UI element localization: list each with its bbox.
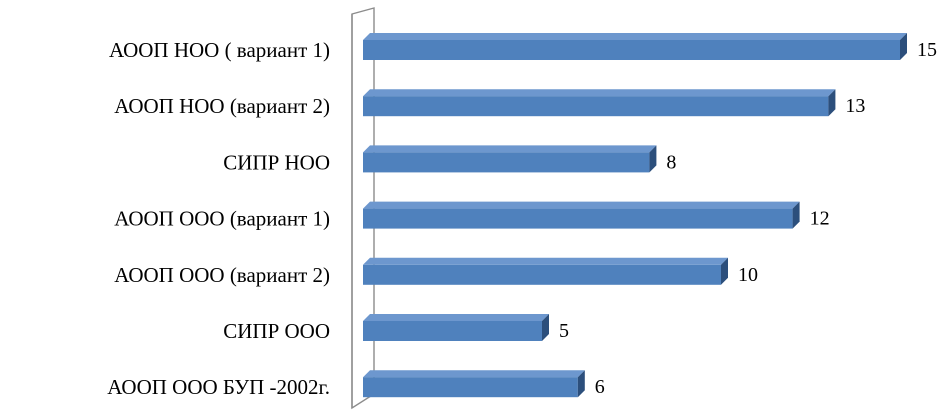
- category-label: АООП НОО ( вариант 1): [109, 38, 330, 62]
- bar: [363, 201, 800, 229]
- bar-top-face: [363, 145, 657, 153]
- category-label: СИПР ООО: [223, 319, 330, 343]
- bar-side-face: [649, 145, 657, 173]
- bar-top-face: [363, 201, 800, 209]
- category-label: АООП ООО (вариант 1): [114, 207, 330, 231]
- bar-top-face: [363, 257, 728, 265]
- value-label: 13: [845, 95, 865, 117]
- bar: [363, 89, 836, 117]
- bar: [363, 314, 549, 341]
- value-label: 8: [666, 151, 676, 173]
- bar-side-face: [721, 257, 728, 285]
- bar-side-face: [900, 33, 907, 60]
- category-label: АООП НОО (вариант 2): [114, 94, 330, 118]
- value-label: 10: [738, 264, 758, 286]
- value-label: 5: [559, 320, 569, 342]
- bar-front-face: [363, 208, 793, 229]
- bar-front-face: [363, 96, 829, 117]
- bar-side-face: [542, 314, 549, 341]
- bar-top-face: [363, 314, 549, 321]
- bar-side-face: [828, 89, 836, 117]
- bar-side-face: [792, 201, 800, 229]
- bars-group: [363, 33, 907, 398]
- bar: [363, 33, 907, 60]
- bar-top-face: [363, 370, 585, 378]
- bar-side-face: [577, 370, 585, 398]
- category-label: АООП ООО (вариант 2): [114, 263, 330, 287]
- bar: [363, 145, 657, 173]
- category-label: СИПР НОО: [223, 150, 330, 174]
- bar-front-face: [363, 40, 900, 60]
- bar-front-face: [363, 152, 650, 173]
- value-label: 6: [595, 376, 605, 398]
- value-label: 12: [810, 208, 830, 230]
- bar: [363, 257, 728, 285]
- bar-front-face: [363, 321, 542, 341]
- bar-top-face: [363, 89, 836, 97]
- bar-top-face: [363, 33, 907, 40]
- bar: [363, 370, 585, 398]
- bar-front-face: [363, 377, 578, 398]
- value-label: 15: [917, 39, 937, 61]
- category-labels: АООП НОО ( вариант 1) АООП НОО (вариант 2…: [107, 38, 330, 399]
- category-label: АООП ООО БУП -2002г.: [107, 375, 330, 399]
- value-labels: 15 13 8 12 10 5 6: [559, 39, 937, 398]
- bar-front-face: [363, 264, 721, 285]
